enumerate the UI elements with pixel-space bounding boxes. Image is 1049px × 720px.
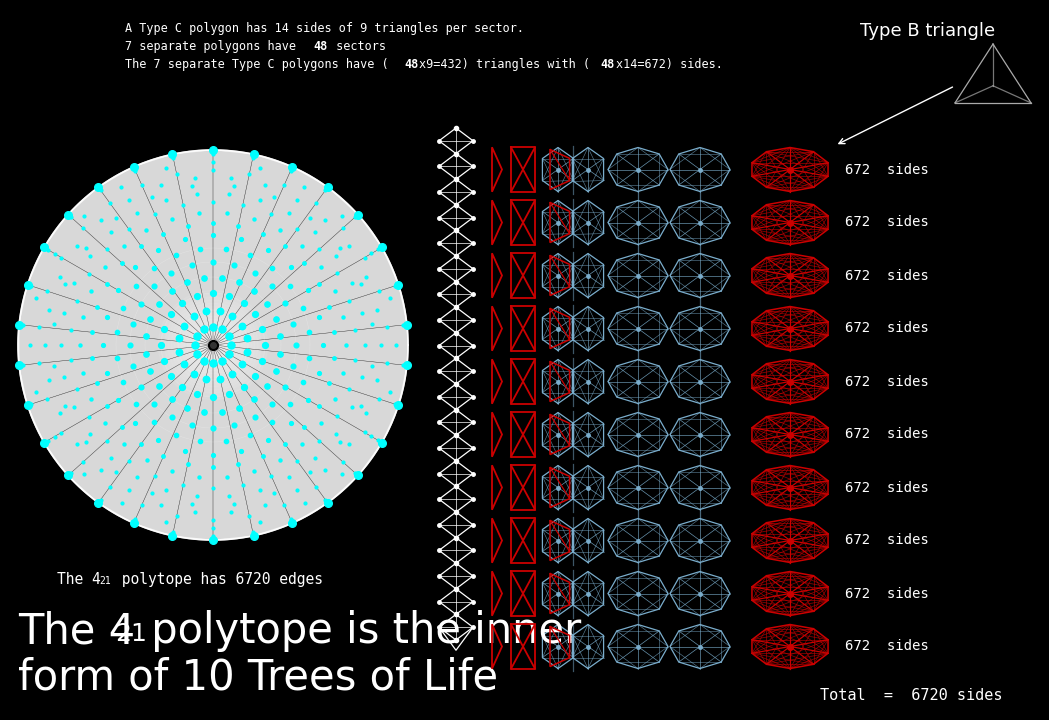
Text: polytope is the inner: polytope is the inner xyxy=(137,610,581,652)
Text: 672  sides: 672 sides xyxy=(845,639,928,654)
Text: sectors: sectors xyxy=(328,40,386,53)
Text: 48: 48 xyxy=(601,58,615,71)
Text: x9=432) triangles with (: x9=432) triangles with ( xyxy=(420,58,591,71)
Circle shape xyxy=(191,323,236,368)
Text: A Type C polygon has 14 sides of 9 triangles per sector.: A Type C polygon has 14 sides of 9 trian… xyxy=(125,22,524,35)
Text: 672  sides: 672 sides xyxy=(845,269,928,282)
Circle shape xyxy=(187,319,239,371)
Text: Type B triangle: Type B triangle xyxy=(860,22,996,40)
Text: 672  sides: 672 sides xyxy=(845,480,928,495)
Circle shape xyxy=(168,300,258,390)
Text: 672  sides: 672 sides xyxy=(845,163,928,176)
Circle shape xyxy=(197,329,229,361)
Circle shape xyxy=(180,312,245,377)
Text: polytope has 6720 edges: polytope has 6720 edges xyxy=(113,572,323,587)
Text: Total  =  6720 sides: Total = 6720 sides xyxy=(820,688,1003,703)
Text: 48: 48 xyxy=(404,58,419,71)
Text: 7 separate polygons have: 7 separate polygons have xyxy=(125,40,303,53)
Circle shape xyxy=(177,310,249,380)
Text: 21: 21 xyxy=(115,622,147,646)
Text: x14=672) sides.: x14=672) sides. xyxy=(616,58,723,71)
Text: 672  sides: 672 sides xyxy=(845,374,928,389)
Circle shape xyxy=(194,325,233,364)
Text: 672  sides: 672 sides xyxy=(845,534,928,547)
Circle shape xyxy=(165,297,261,393)
Circle shape xyxy=(200,332,226,358)
Text: form of 10 Trees of Life: form of 10 Trees of Life xyxy=(18,657,498,699)
Circle shape xyxy=(174,307,252,384)
Text: 48: 48 xyxy=(314,40,328,53)
Text: 672  sides: 672 sides xyxy=(845,322,928,336)
Text: The 4: The 4 xyxy=(18,610,135,652)
Circle shape xyxy=(184,316,242,374)
Text: The 4: The 4 xyxy=(57,572,101,587)
Circle shape xyxy=(158,290,267,400)
Text: 21: 21 xyxy=(99,576,111,586)
Text: 672  sides: 672 sides xyxy=(845,428,928,441)
Circle shape xyxy=(204,336,222,355)
Circle shape xyxy=(18,150,408,540)
Text: 672  sides: 672 sides xyxy=(845,587,928,600)
Text: The 7 separate Type C polygons have (: The 7 separate Type C polygons have ( xyxy=(125,58,388,71)
Text: 672  sides: 672 sides xyxy=(845,215,928,230)
Circle shape xyxy=(171,303,255,387)
Circle shape xyxy=(162,294,264,397)
